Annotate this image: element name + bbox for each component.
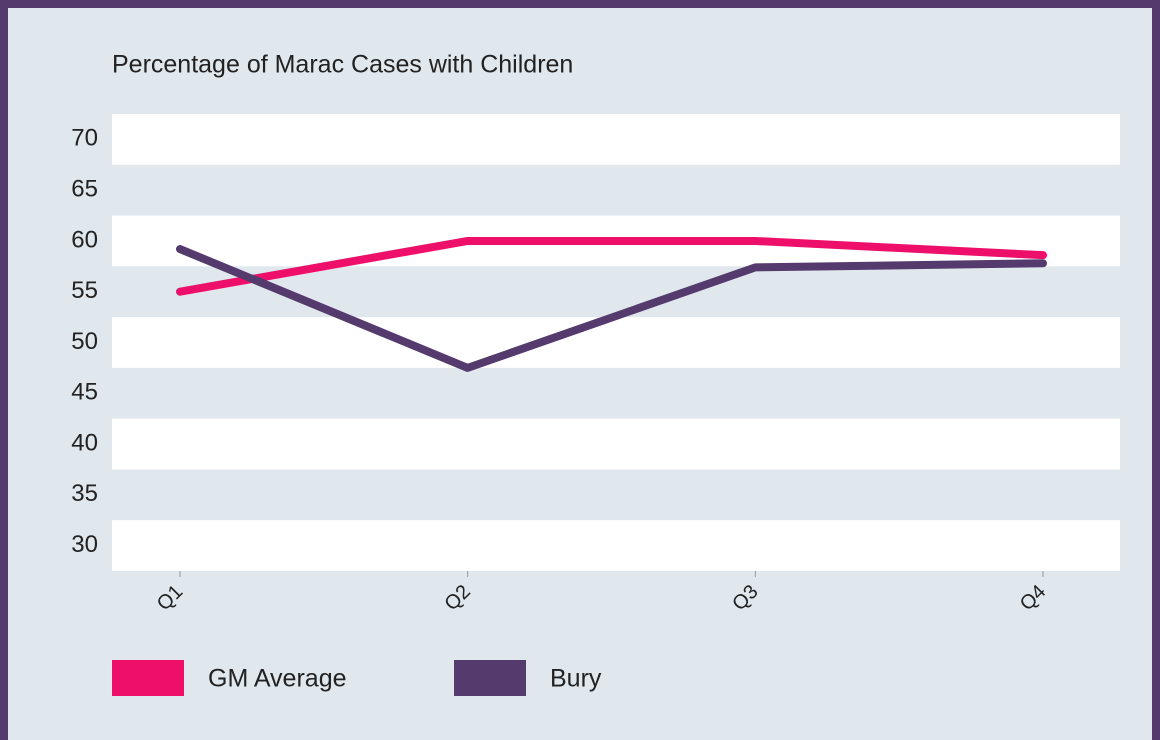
y-tick-label: 70 bbox=[71, 125, 98, 152]
y-tick-label: 50 bbox=[71, 328, 98, 355]
y-tick-label: 35 bbox=[71, 480, 98, 507]
grid-band bbox=[112, 317, 1120, 368]
y-tick-label: 30 bbox=[71, 531, 98, 558]
line bbox=[176, 245, 1047, 372]
legend-swatch bbox=[112, 660, 184, 696]
legend-label: Bury bbox=[550, 665, 602, 693]
y-tick-label: 55 bbox=[71, 277, 98, 304]
y-tick-label: 40 bbox=[71, 429, 98, 456]
grid-band bbox=[112, 114, 1120, 165]
chart-title: Percentage of Marac Cases with Children bbox=[112, 51, 573, 79]
y-tick-label: 65 bbox=[71, 176, 98, 203]
legend-swatch bbox=[454, 660, 526, 696]
y-tick-label: 60 bbox=[71, 226, 98, 253]
legend-label: GM Average bbox=[208, 665, 347, 693]
grid-band bbox=[112, 520, 1120, 571]
grid-band bbox=[112, 418, 1120, 470]
line bbox=[176, 236, 1047, 296]
y-tick-label: 45 bbox=[71, 379, 98, 406]
